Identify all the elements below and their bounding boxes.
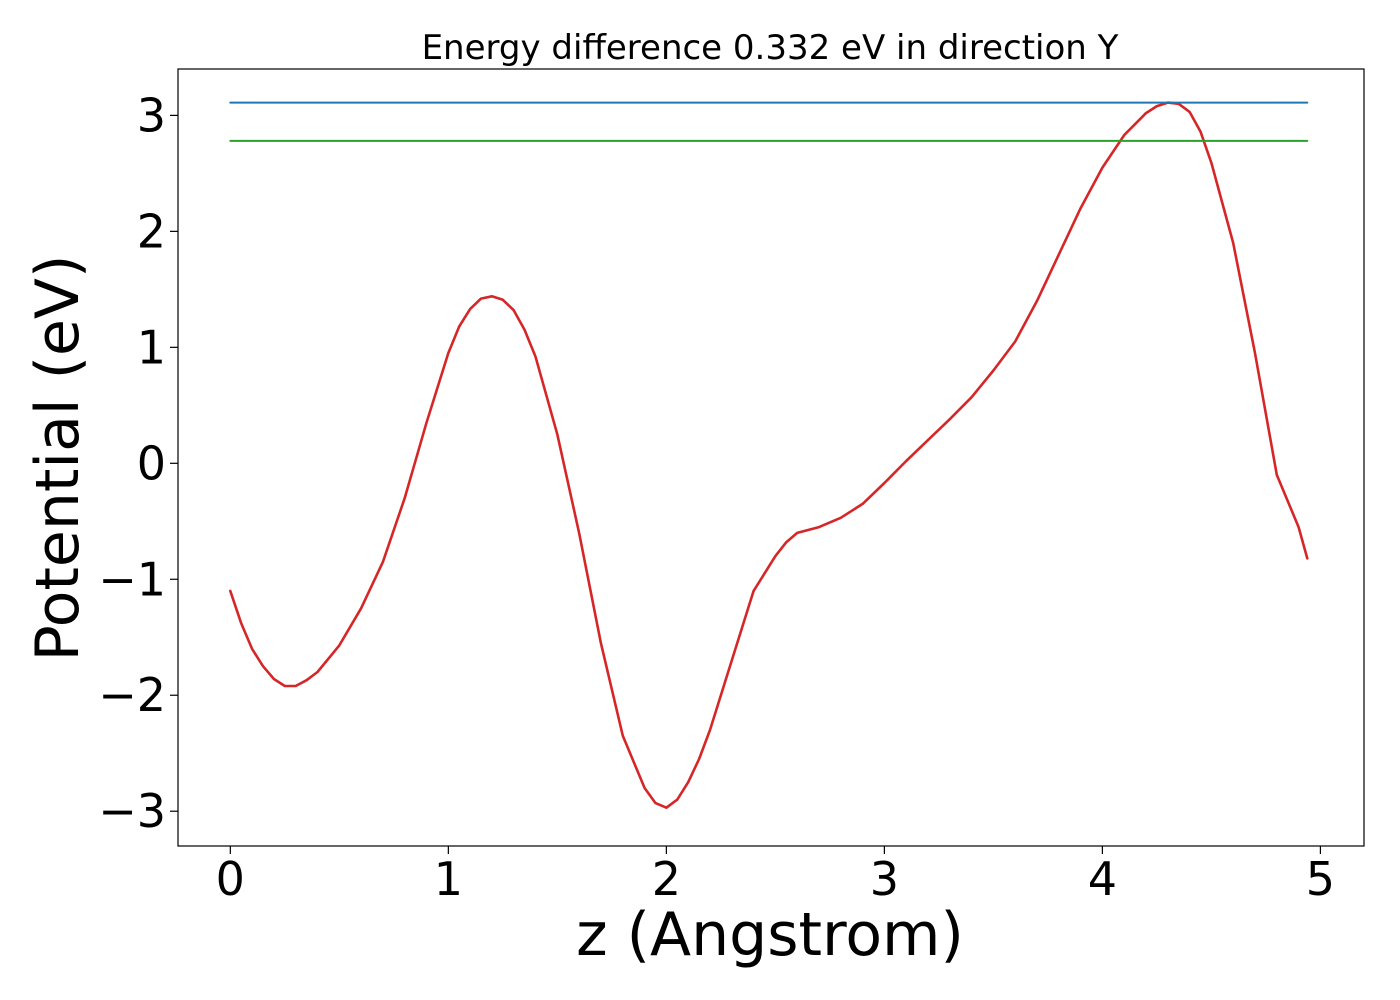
x-tick-label: 3 bbox=[870, 852, 899, 906]
y-tick-label: −3 bbox=[98, 784, 166, 838]
series-layer bbox=[229, 101, 1309, 810]
x-tick-label: 5 bbox=[1306, 852, 1335, 906]
x-tick-label: 2 bbox=[652, 852, 681, 906]
x-axis-label: z (Angstrom) bbox=[576, 900, 964, 970]
y-tick-label: −2 bbox=[98, 668, 166, 722]
x-tick-label: 1 bbox=[434, 852, 463, 906]
y-axis-ticks: 3 2 1 0 −1 −2 −3 bbox=[98, 88, 178, 838]
x-tick-label: 0 bbox=[216, 852, 245, 906]
potential-curve bbox=[229, 101, 1309, 810]
y-tick-label: −1 bbox=[98, 552, 166, 606]
x-axis-ticks: 0 1 2 3 4 5 bbox=[216, 846, 1335, 906]
y-axis-label: Potential (eV) bbox=[23, 255, 93, 662]
y-tick-label: 1 bbox=[137, 320, 166, 374]
x-tick-label: 4 bbox=[1088, 852, 1117, 906]
y-tick-label: 3 bbox=[137, 88, 166, 142]
y-tick-label: 0 bbox=[137, 436, 166, 490]
plot-frame bbox=[177, 68, 1365, 847]
chart-title: Energy difference 0.332 eV in direction … bbox=[422, 28, 1119, 68]
y-tick-label: 2 bbox=[137, 204, 166, 258]
